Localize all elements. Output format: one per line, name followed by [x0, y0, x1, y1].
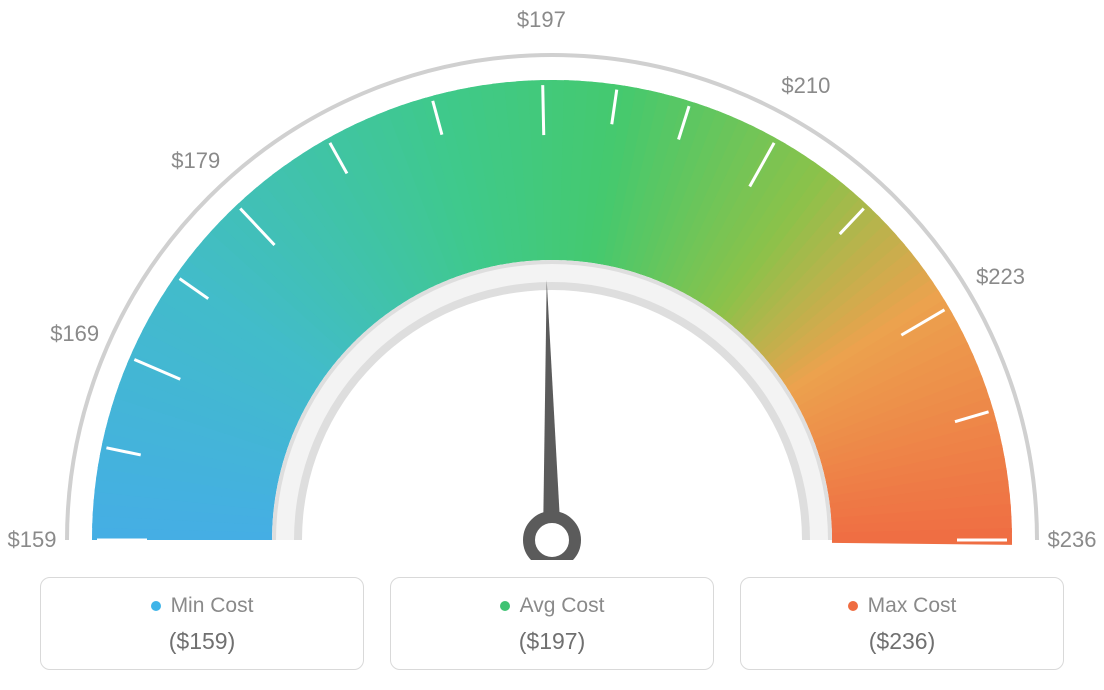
gauge-chart: $159 $169 $179 $197 $210 $223 $236: [0, 0, 1104, 560]
stat-card-avg: Avg Cost ($197): [390, 577, 714, 670]
gauge-tick-label: $223: [976, 264, 1025, 290]
stat-label: Max Cost: [868, 594, 957, 618]
cost-gauge-widget: $159 $169 $179 $197 $210 $223 $236 Min Cost ($…: [0, 0, 1104, 690]
gauge-tick-label: $169: [50, 321, 99, 347]
stat-label-row: Max Cost: [848, 594, 957, 618]
gauge-tick-label: $197: [517, 7, 566, 33]
stat-label-row: Min Cost: [151, 594, 254, 618]
stats-row: Min Cost ($159) Avg Cost ($197) Max Cost…: [40, 577, 1064, 670]
gauge-tick-label: $179: [171, 148, 220, 174]
dot-avg: [500, 601, 510, 611]
stat-value: ($236): [751, 628, 1053, 655]
gauge-tick-label: $210: [781, 73, 830, 99]
stat-label: Avg Cost: [520, 594, 605, 618]
stat-label: Min Cost: [171, 594, 254, 618]
stat-value: ($159): [51, 628, 353, 655]
dot-min: [151, 601, 161, 611]
dot-max: [848, 601, 858, 611]
stat-card-min: Min Cost ($159): [40, 577, 364, 670]
gauge-svg: [0, 0, 1104, 560]
stat-value: ($197): [401, 628, 703, 655]
stat-label-row: Avg Cost: [500, 594, 605, 618]
stat-card-max: Max Cost ($236): [740, 577, 1064, 670]
gauge-tick-label: $236: [1048, 527, 1097, 553]
gauge-tick-label: $159: [8, 527, 57, 553]
